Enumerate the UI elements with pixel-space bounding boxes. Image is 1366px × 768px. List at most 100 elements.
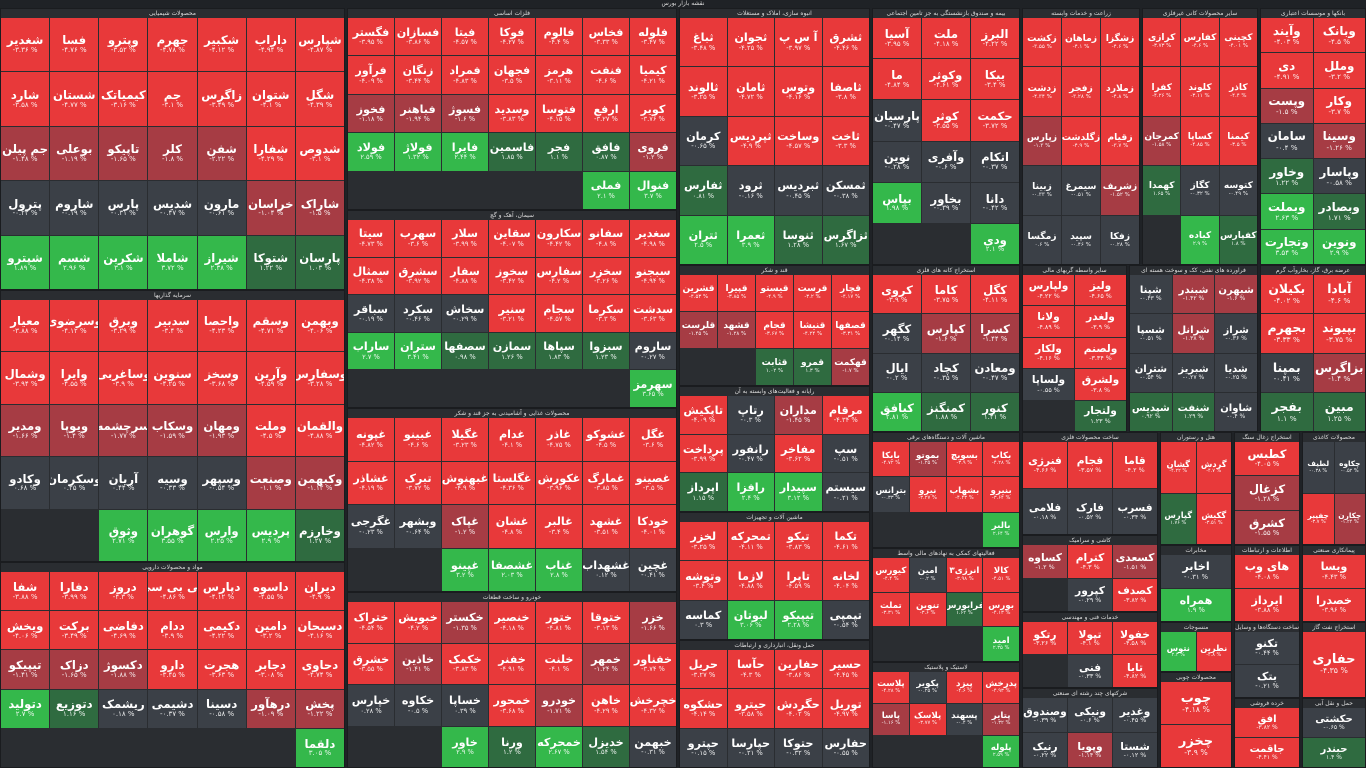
stock-tile[interactable]: شکبیر -۴.۱۲ % — [197, 18, 246, 72]
stock-tile[interactable]: وتوس -۴.۱۶ % — [775, 67, 822, 116]
stock-tile[interactable]: خفولا -۴.۵۸ % — [1113, 622, 1157, 654]
stock-tile[interactable]: شرانل -۱.۳۸ % — [1172, 314, 1215, 353]
stock-tile[interactable]: کی بی سی-۴.۸۶ % — [148, 572, 197, 611]
stock-tile[interactable]: تپمپی -۰.۵۴ % — [822, 600, 869, 639]
stock-tile[interactable]: وسخز -۳.۶۸ % — [197, 352, 246, 404]
stock-tile[interactable]: ثمسکن -۰.۳۸ % — [822, 166, 869, 215]
stock-tile[interactable]: خاذین -۱.۴۱ % — [395, 643, 441, 684]
stock-tile[interactable]: کهمدا ۱.۶۵ % — [1143, 166, 1181, 215]
stock-tile[interactable]: سیمرغ -۰.۵۱ % — [1062, 166, 1100, 215]
stock-tile[interactable]: شدیس -۰.۴۷ % — [148, 181, 197, 235]
stock-tile[interactable]: سقاین -۴.۰۷ % — [489, 220, 535, 257]
stock-tile[interactable]: پتایر -۱.۳۲ % — [983, 704, 1019, 735]
stock-tile[interactable]: فملی ۲.۱ % — [583, 171, 629, 209]
stock-tile[interactable]: تکما -۴.۶۱ % — [822, 522, 869, 561]
stock-tile[interactable]: آ س پ -۳.۹۷ % — [775, 18, 822, 67]
stock-tile[interactable]: حکشتی -۰.۶۵ % — [1303, 708, 1365, 737]
stock-tile[interactable]: پارسیان -۰.۴۷ % — [873, 100, 921, 141]
stock-tile[interactable]: رتکو -۳.۲۶ % — [1023, 622, 1067, 654]
stock-tile[interactable]: دکیمی -۴.۲۲ % — [197, 611, 246, 650]
stock-tile[interactable]: شدیا -۰.۲۵ % — [1215, 353, 1257, 392]
stock-tile[interactable]: حگردش -۴.۰۲ % — [775, 689, 822, 728]
stock-tile[interactable]: وپاسار -۰.۵۸ % — [1313, 159, 1365, 194]
stock-tile[interactable]: پیزد -۴.۶ % — [946, 672, 983, 703]
stock-tile[interactable]: سفار -۴.۸۸ % — [442, 257, 488, 295]
stock-tile[interactable]: سپ -۰.۵۱ % — [822, 434, 869, 473]
stock-tile[interactable]: ثباغ -۳.۴۸ % — [680, 18, 727, 67]
stock-tile[interactable]: کنور ۱.۴۱ % — [971, 392, 1019, 431]
stock-tile[interactable]: سجام -۴.۵۷ % — [536, 295, 582, 332]
stock-tile[interactable]: امید ۲.۳۵ % — [983, 627, 1019, 661]
stock-tile[interactable]: گردش -۴.۷ % — [1196, 442, 1231, 493]
stock-tile[interactable]: چکاوه -۰.۵۲ % — [1334, 442, 1365, 493]
stock-tile[interactable]: دپارس -۴.۱۲ % — [197, 572, 246, 611]
stock-tile[interactable]: حسیر -۴.۴۵ % — [822, 650, 869, 689]
stock-tile[interactable]: ستران ۳.۴۱ % — [395, 332, 441, 370]
stock-tile[interactable]: شتران -۰.۵۴ % — [1130, 353, 1172, 392]
stock-tile[interactable]: سکرد -۰.۴۶ % — [395, 295, 441, 332]
stock-tile[interactable]: شستا -۰.۱۲ % — [1113, 733, 1157, 767]
stock-tile[interactable]: وبملت ۲.۶۳ % — [1261, 194, 1313, 229]
stock-tile[interactable]: غپینو ۳.۲ % — [442, 548, 488, 591]
stock-tile[interactable]: زفکا -۰.۲۸ % — [1101, 215, 1139, 264]
stock-tile[interactable]: ونیکی -۰.۶ % — [1068, 698, 1112, 732]
stock-tile[interactable]: غالبر -۳.۴ % — [536, 505, 582, 548]
stock-tile[interactable]: حشکوه -۴.۱۴ % — [680, 689, 727, 728]
stock-tile[interactable]: خکمک -۳.۸۳ % — [442, 643, 488, 684]
stock-tile[interactable]: حریل -۳.۲۷ % — [680, 650, 727, 689]
stock-tile[interactable]: وپست -۱.۵ % — [1261, 88, 1313, 123]
stock-tile[interactable]: غپاک -۱.۲ % — [442, 505, 488, 548]
stock-tile[interactable]: ولغدر -۳.۹ % — [1075, 306, 1126, 337]
stock-tile[interactable]: ولتجار ۱.۲۳ % — [1075, 400, 1126, 431]
stock-tile[interactable]: حفارس -۰.۵۵ % — [822, 728, 869, 767]
stock-tile[interactable]: کگل -۴.۱۱ % — [971, 275, 1019, 314]
stock-tile[interactable]: خکستر -۱.۳۵ % — [442, 602, 488, 643]
stock-tile[interactable]: شپارس -۴.۸۷ % — [295, 18, 344, 72]
stock-tile[interactable]: دیران -۴.۹ % — [295, 572, 344, 611]
stock-tile[interactable]: فنرژی -۴.۶۶ % — [1023, 442, 1067, 488]
stock-tile[interactable]: غگیلا -۳.۲۳ % — [442, 418, 488, 461]
stock-tile[interactable]: ثعمرا ۳.۹ % — [727, 215, 774, 264]
stock-tile[interactable]: ولکار -۴.۱۶ % — [1023, 337, 1074, 369]
stock-tile[interactable]: فمراد -۴.۸۳ % — [442, 56, 488, 94]
stock-tile[interactable]: بنیرو -۳.۶۴ % — [983, 477, 1019, 512]
stock-tile[interactable]: ملت -۴.۱۸ % — [922, 18, 970, 59]
stock-tile[interactable]: سفانو -۴.۸ % — [583, 220, 629, 257]
stock-tile[interactable]: غگلستا -۴.۳۶ % — [489, 461, 535, 504]
stock-tile[interactable]: ومهان -۱.۹۳ % — [197, 404, 246, 457]
stock-tile[interactable]: فلامی -۰.۱۸ % — [1023, 488, 1067, 534]
stock-tile[interactable]: خساپا ۰.۳۹ % — [442, 685, 488, 726]
stock-tile[interactable]: بپاس ۱.۹۸ % — [873, 182, 921, 223]
stock-tile[interactable]: ثامان -۴.۷۲ % — [727, 67, 774, 116]
stock-tile[interactable]: بجهرم -۳.۳۳ % — [1261, 314, 1313, 353]
stock-tile[interactable]: شپترو ۱.۸۹ % — [1, 235, 50, 289]
stock-tile[interactable]: قچار -۴.۱۷ % — [832, 275, 869, 311]
stock-tile[interactable]: همراه ۱.۹ % — [1161, 588, 1231, 621]
stock-tile[interactable]: دلقما ۳.۰۵ % — [295, 728, 344, 767]
stock-tile[interactable]: خودکا -۴.۰۱ % — [630, 505, 676, 548]
stock-tile[interactable]: بترانس -۰.۳۳ % — [873, 477, 909, 512]
stock-tile[interactable]: خفنر -۴.۹۱ % — [489, 643, 535, 684]
stock-tile[interactable]: سدشت -۳.۶۳ % — [630, 295, 676, 332]
stock-tile[interactable]: دامین -۳.۲ % — [246, 611, 295, 650]
stock-tile[interactable]: هجرت -۳.۶۳ % — [197, 650, 246, 689]
stock-tile[interactable]: سبزوا ۱.۲۳ % — [583, 332, 629, 370]
stock-tile[interactable]: سباقر -۰.۱۹ % — [348, 295, 394, 332]
stock-tile[interactable]: کیورس -۴.۴ % — [873, 558, 909, 592]
stock-tile[interactable]: تمحرکه -۴.۱۱ % — [727, 522, 774, 561]
stock-tile[interactable]: ارفع -۳.۲۷ % — [583, 94, 629, 133]
stock-tile[interactable]: کمرجان -۱.۵۸ % — [1143, 116, 1181, 166]
stock-tile[interactable]: کاما -۳.۷۵ % — [922, 275, 970, 314]
stock-tile[interactable]: دتولید ۲.۷ % — [1, 689, 50, 728]
stock-tile[interactable]: حفارین -۳.۸۶ % — [775, 650, 822, 689]
stock-tile[interactable]: ما -۴.۸۴ % — [873, 59, 921, 100]
stock-tile[interactable]: فسا -۴.۷۶ % — [50, 18, 99, 72]
stock-tile[interactable]: خپارس ۰.۲۸ % — [348, 685, 394, 726]
stock-tile[interactable]: شکربن ۳.۱ % — [99, 235, 148, 289]
stock-tile[interactable]: وملل -۳.۲ % — [1313, 53, 1365, 88]
stock-tile[interactable]: وسکرمان۰.۲۵ % — [50, 457, 99, 509]
stock-tile[interactable]: چفیبر -۳.۷ % — [1303, 493, 1334, 544]
stock-tile[interactable]: رانفور -۰.۴۷ % — [727, 434, 774, 473]
stock-tile[interactable]: فنی -۰.۳۳ % — [1068, 655, 1112, 687]
stock-tile[interactable]: نتوس ۲.۳ % — [1161, 632, 1196, 671]
